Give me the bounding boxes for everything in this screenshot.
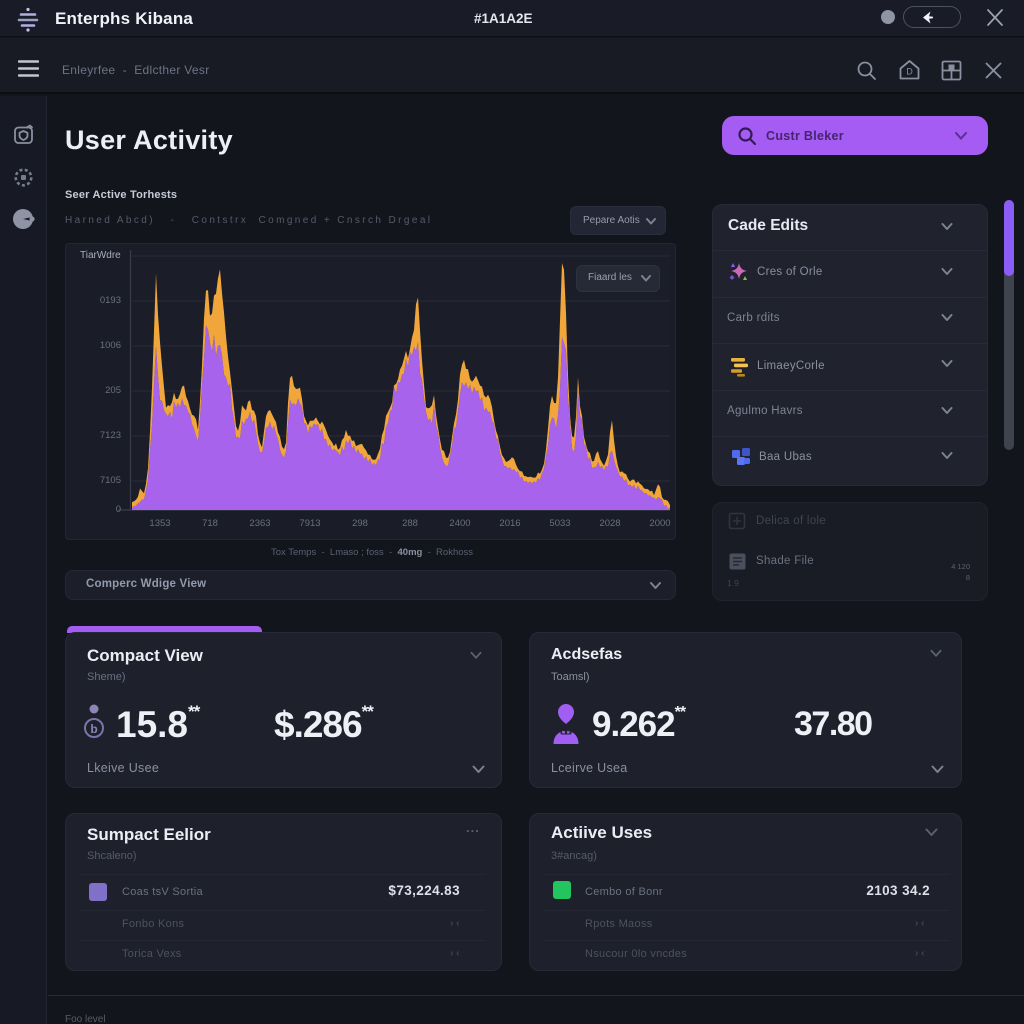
svg-text:b: b: [90, 722, 97, 736]
svg-text:D: D: [906, 67, 913, 77]
